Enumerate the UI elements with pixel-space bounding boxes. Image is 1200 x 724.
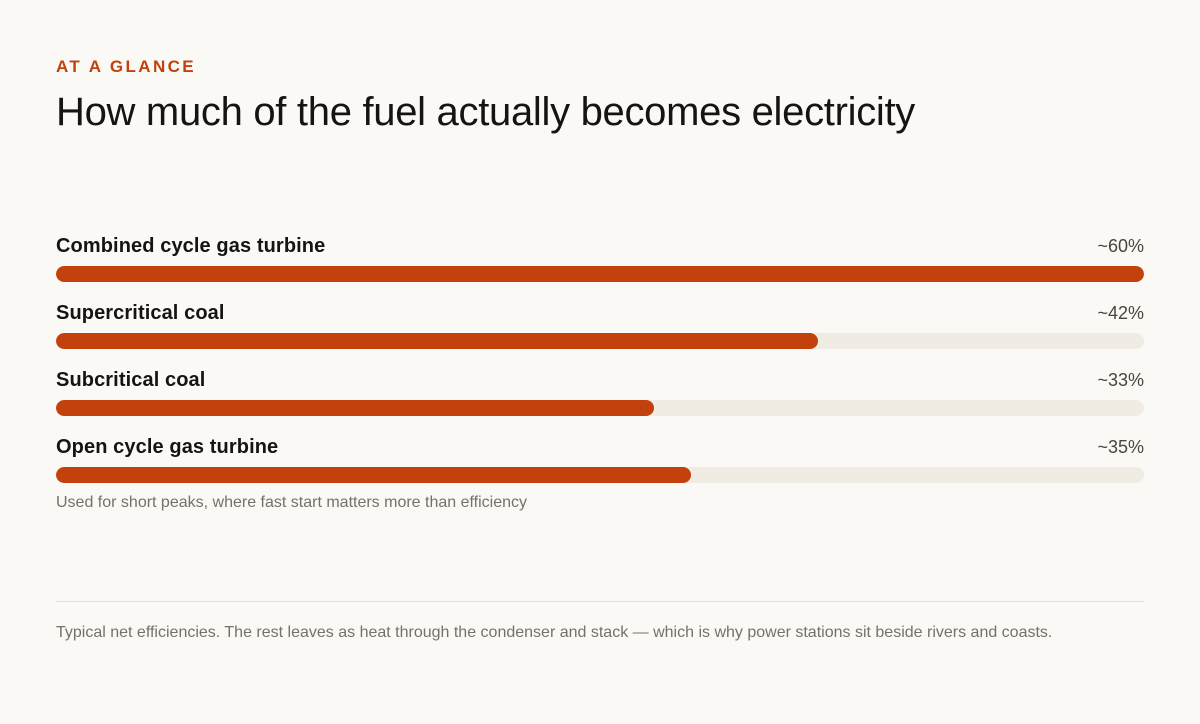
bar-value-label: ~42%: [1097, 303, 1144, 323]
bar-label: Supercritical coal: [56, 302, 225, 324]
eyebrow-label: AT A GLANCE: [56, 57, 197, 76]
bar-value-label: ~33%: [1097, 370, 1144, 390]
bar-row-combined-cycle-gas-turbine: Combined cycle gas turbine ~60%: [56, 232, 1144, 299]
bar-track: [56, 266, 1144, 282]
footer-divider: [56, 601, 1144, 602]
bar-fill: [56, 266, 1144, 282]
bar-track: [56, 400, 1144, 416]
bar-fill: [56, 400, 655, 416]
bar-row-supercritical-coal: Supercritical coal ~42%: [56, 299, 1144, 366]
footnote: Typical net efficiencies. The rest leave…: [56, 624, 1053, 641]
bar-label: Combined cycle gas turbine: [56, 235, 326, 257]
bar-value-label: ~60%: [1097, 236, 1144, 256]
bar-row-open-cycle-gas-turbine: Open cycle gas turbine ~35% Used for sho…: [56, 433, 1144, 523]
bar-track: [56, 467, 1144, 483]
bar-label: Subcritical coal: [56, 369, 206, 391]
bar-label: Open cycle gas turbine: [56, 436, 279, 458]
page: AT A GLANCE How much of the fuel actuall…: [56, 0, 1144, 724]
bar-note: Used for short peaks, where fast start m…: [56, 494, 528, 511]
bar-chart: Combined cycle gas turbine ~60% Supercri…: [56, 232, 1144, 523]
bar-fill: [56, 467, 691, 483]
bar-value-label: ~35%: [1097, 437, 1144, 457]
bar-row-subcritical-coal: Subcritical coal ~33%: [56, 366, 1144, 433]
page-title: How much of the fuel actually becomes el…: [56, 90, 916, 134]
bar-fill: [56, 333, 818, 349]
bar-track: [56, 333, 1144, 349]
